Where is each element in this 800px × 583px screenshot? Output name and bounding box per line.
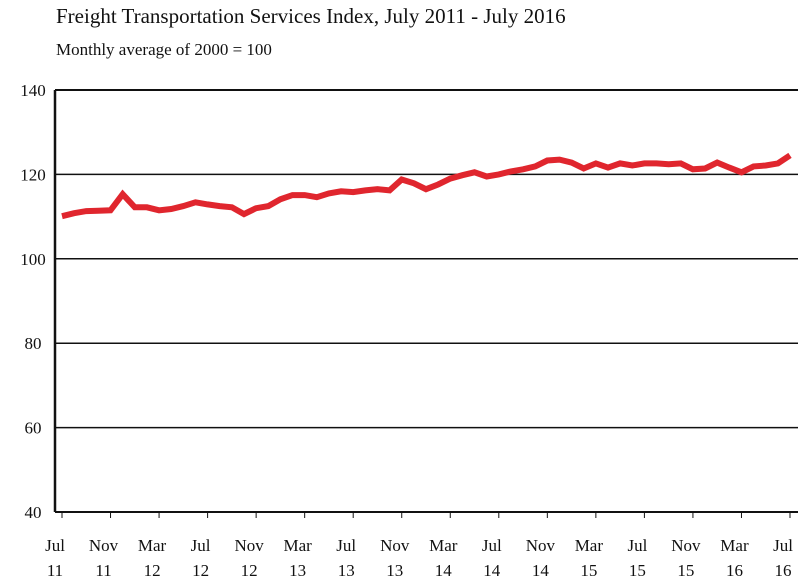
x-tick-label-month: Mar bbox=[429, 536, 458, 555]
x-tick-label-year: 12 bbox=[241, 561, 258, 580]
chart-title: Freight Transportation Services Index, J… bbox=[56, 4, 566, 28]
x-tick-label-year: 15 bbox=[677, 561, 694, 580]
x-tick-label-year: 12 bbox=[192, 561, 209, 580]
x-tick-label-year: 16 bbox=[726, 561, 743, 580]
x-tick-label-year: 11 bbox=[47, 561, 63, 580]
x-tick-label-month: Nov bbox=[671, 536, 701, 555]
chart-subtitle: Monthly average of 2000 = 100 bbox=[56, 40, 272, 59]
x-tick-label-year: 16 bbox=[775, 561, 792, 580]
x-tick-label-month: Jul bbox=[45, 536, 65, 555]
y-tick-label: 60 bbox=[25, 419, 42, 438]
x-tick-label-year: 14 bbox=[532, 561, 550, 580]
x-tick-label-year: 12 bbox=[144, 561, 161, 580]
y-tick-label: 140 bbox=[20, 81, 46, 100]
x-tick-label-month: Mar bbox=[720, 536, 749, 555]
y-tick-label: 80 bbox=[25, 334, 42, 353]
x-tick-label-month: Mar bbox=[138, 536, 167, 555]
x-tick-label-month: Mar bbox=[284, 536, 313, 555]
y-tick-label: 120 bbox=[20, 165, 46, 184]
x-tick-label-year: 13 bbox=[338, 561, 355, 580]
x-tick-label-year: 14 bbox=[483, 561, 501, 580]
x-tick-label-year: 14 bbox=[435, 561, 453, 580]
x-tick-label-year: 11 bbox=[95, 561, 111, 580]
x-tick-label-year: 15 bbox=[629, 561, 646, 580]
y-tick-label: 40 bbox=[25, 503, 42, 522]
x-tick-label-year: 13 bbox=[386, 561, 403, 580]
y-tick-label: 100 bbox=[20, 250, 46, 269]
x-tick-label-month: Nov bbox=[234, 536, 264, 555]
x-tick-label-year: 13 bbox=[289, 561, 306, 580]
x-tick-label-month: Jul bbox=[482, 536, 502, 555]
x-tick-label-month: Nov bbox=[89, 536, 119, 555]
x-tick-label-month: Jul bbox=[627, 536, 647, 555]
x-tick-label-year: 15 bbox=[580, 561, 597, 580]
x-tick-label-month: Nov bbox=[526, 536, 556, 555]
x-tick-label-month: Mar bbox=[575, 536, 604, 555]
x-tick-label-month: Jul bbox=[336, 536, 356, 555]
series-line bbox=[61, 152, 792, 220]
x-tick-label-month: Jul bbox=[773, 536, 793, 555]
x-tick-label-month: Nov bbox=[380, 536, 410, 555]
x-tick-label-month: Jul bbox=[191, 536, 211, 555]
